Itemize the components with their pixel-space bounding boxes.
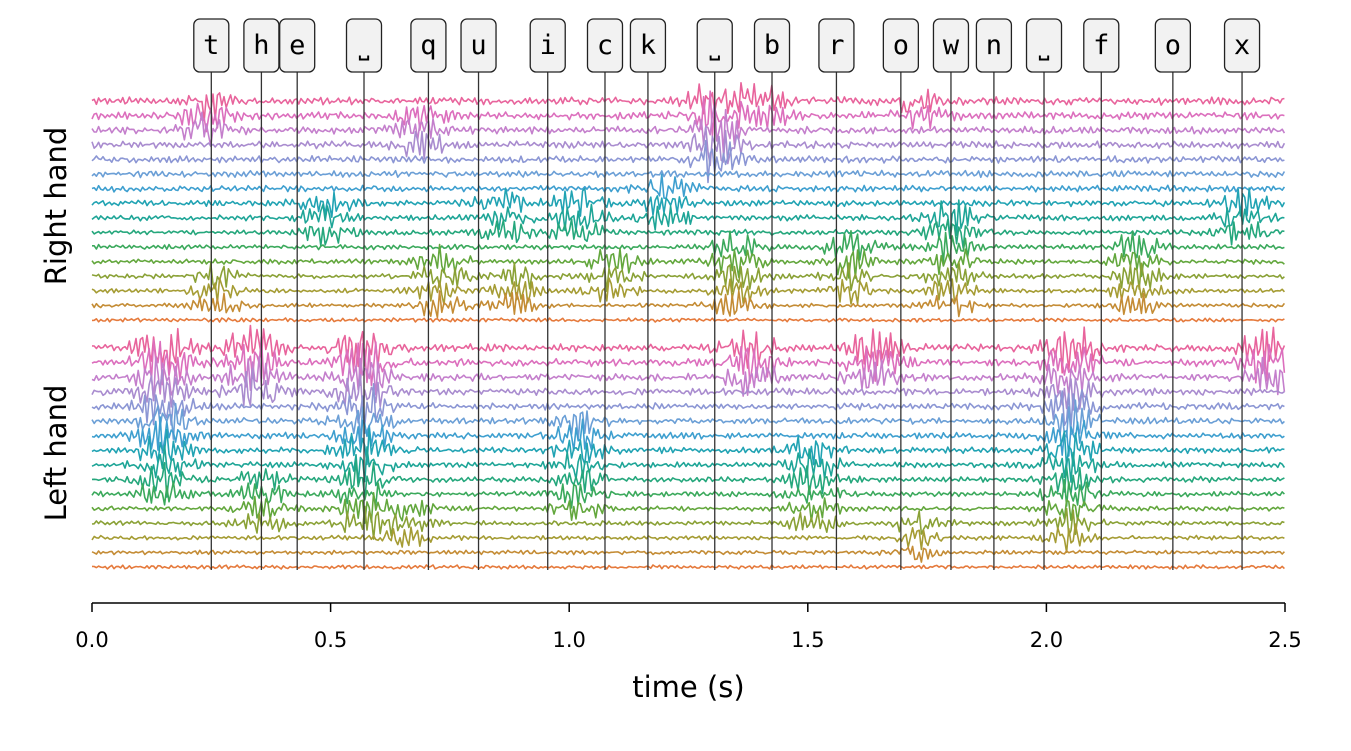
keystroke-box-17 [1083,18,1120,73]
right-hand-channel-4-trace [91,126,1286,167]
left-hand-channel-7-trace [91,416,1285,457]
keystroke-label-3: e [289,30,305,61]
right-hand-channel-16-trace [91,317,1285,323]
x-tick-label-2: 0.5 [314,628,347,652]
keystroke-labels: t h e ⎵ q u i c k ⎵ b r o w n ⎵ f o x [193,18,1261,73]
left-hand-channel-16-trace [91,564,1285,570]
keystroke-box-18 [1154,18,1192,73]
x-tick-label-6: 2.5 [1268,628,1301,652]
right-hand-channel-11-trace [92,230,1285,264]
keystroke-label-10: ⎵ [709,30,720,61]
keystroke-box-4 [345,18,383,73]
x-axis: 0.0 0.5 1.0 1.5 2.0 2.5 time (s) [75,602,1302,704]
keystroke-box-19 [1223,18,1261,73]
left-hand-channel-10-trace [91,459,1285,500]
keystroke-label-2: h [253,30,269,61]
keystroke-label-18: o [1165,30,1181,61]
x-axis-label: time (s) [632,670,744,704]
keystroke-box-14 [932,18,970,73]
right-hand-channel-1-trace [91,82,1285,122]
left-hand-channel-9-trace [91,444,1286,484]
keystroke-label-16: ⎵ [1039,30,1050,61]
keystroke-box-2 [243,18,280,73]
left-hand-channel-12-trace [91,492,1285,524]
keystroke-box-13 [882,18,920,73]
group-label-left-hand: Left hand [39,385,73,522]
x-tick-label-5: 2.0 [1030,628,1063,652]
keystroke-box-16 [1025,18,1063,73]
x-tick-label-3: 1.0 [552,628,585,652]
keystroke-box-10 [696,18,733,73]
keystroke-box-5 [410,18,447,73]
keystroke-label-17: f [1093,30,1109,61]
keystroke-label-14: w [943,30,960,61]
right-hand-channel-15-trace [91,290,1286,319]
right-hand-channel-13-trace [91,261,1285,293]
group-label-right-hand: Right hand [39,127,73,286]
keystroke-label-4: ⎵ [359,30,370,61]
keystroke-box-6 [460,18,497,73]
keystroke-label-15: n [986,30,1002,61]
keystroke-label-5: q [420,30,436,61]
left-hand-channel-2-trace [91,336,1286,387]
emg-traces [91,82,1286,570]
keystroke-box-15 [975,18,1013,73]
left-hand-channel-5-trace [91,383,1285,428]
left-hand-channel-15-trace [91,545,1285,563]
x-tick-label-1: 0.0 [75,628,108,652]
keystroke-box-11 [753,18,791,73]
keystroke-box-12 [818,18,855,73]
left-hand-channel-1-trace [91,324,1286,374]
keystroke-label-12: r [828,30,844,61]
right-hand-channel-14-trace [91,277,1286,306]
right-hand-channel-8-trace [91,187,1286,218]
keystroke-label-13: o [893,30,909,61]
keystroke-label-9: k [640,30,656,61]
keystroke-label-8: c [597,30,613,61]
keystroke-box-9 [629,18,667,73]
left-hand-channel-14-trace [91,523,1285,554]
x-tick-label-4: 1.5 [791,628,824,652]
keystroke-box-8 [586,18,624,73]
keystroke-box-7 [529,18,566,73]
right-hand-channel-12-trace [91,243,1285,279]
right-hand-channel-2-trace [91,90,1285,138]
right-hand-channel-9-trace [91,199,1285,236]
keystroke-label-7: i [540,30,556,61]
group-labels: Right hand Left hand [39,127,73,522]
keystroke-label-11: b [764,30,780,61]
keystroke-label-1: t [203,30,219,61]
keystroke-box-3 [279,18,316,73]
right-hand-channel-7-trace [91,173,1286,200]
right-hand-channel-3-trace [91,102,1286,154]
left-hand-channel-8-trace [91,427,1285,468]
left-hand-channel-11-trace [91,479,1285,509]
keystroke-lines [210,72,1243,570]
keystroke-label-19: x [1234,30,1250,61]
right-hand-channel-5-trace [91,139,1285,184]
left-hand-channel-13-trace [91,505,1285,540]
keystroke-box-1 [193,18,230,73]
right-hand-channel-10-trace [91,218,1285,249]
keystroke-label-6: u [470,30,486,61]
right-hand-channel-6-trace [91,169,1286,179]
left-hand-channel-3-trace [91,355,1286,402]
